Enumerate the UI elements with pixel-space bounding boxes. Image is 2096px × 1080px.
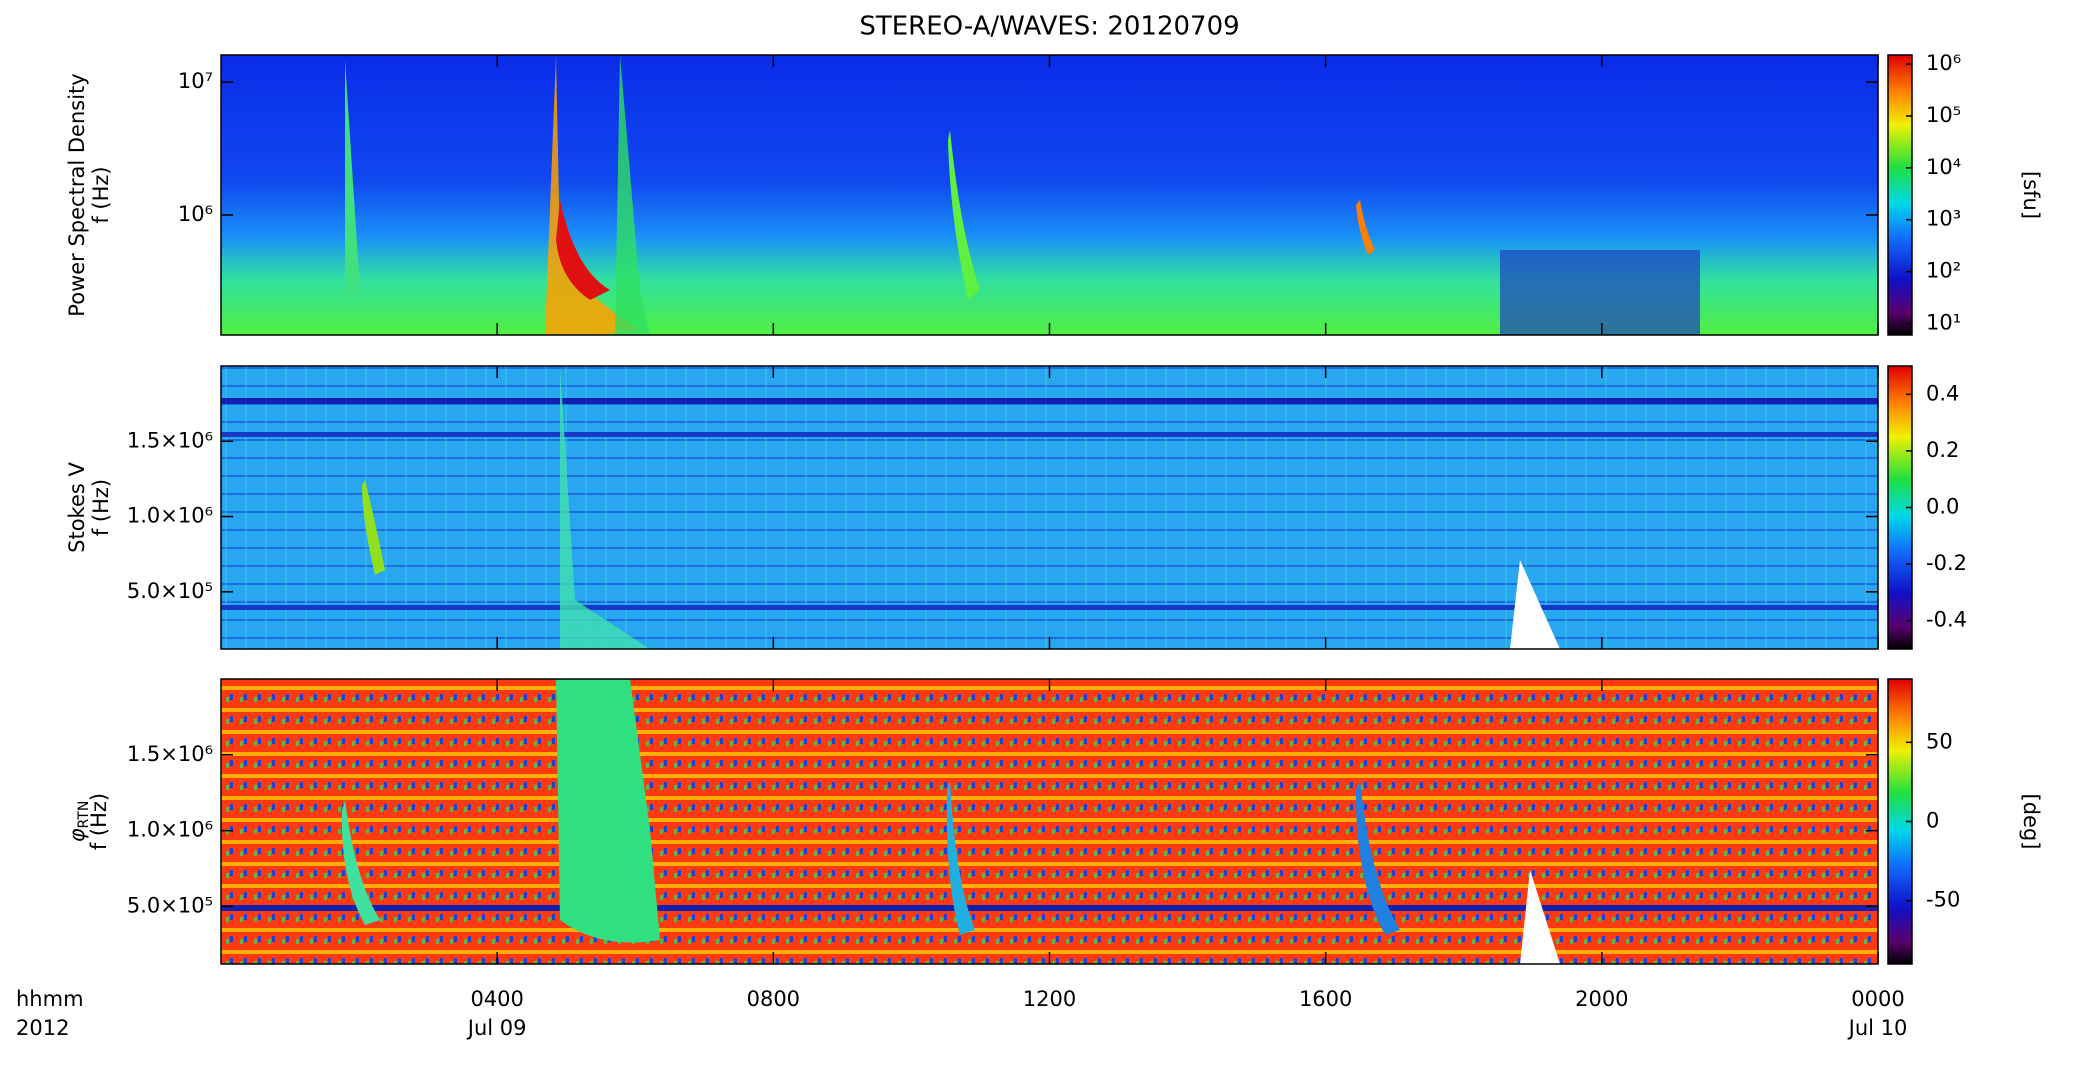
y-tick-label: 10⁷	[178, 69, 213, 93]
colorbar-tick-label: -0.4	[1926, 608, 1967, 632]
chart-title: STEREO-A/WAVES: 20120709	[859, 12, 1239, 42]
colorbar-tick-label: 10³	[1926, 207, 1961, 231]
colorbar-tick-label: 0.0	[1926, 495, 1959, 519]
x-axis-label: 2012	[16, 1016, 69, 1040]
panel-1-image	[221, 55, 1878, 335]
y-axis-label: Power Spectral Densityf (Hz)	[65, 73, 113, 316]
y-tick-label: 1.0×10⁶	[127, 818, 213, 842]
colorbar-tick-label: 50	[1926, 729, 1953, 753]
x-tick-label: 1600	[1299, 987, 1352, 1011]
colorbar-label: [sfu]	[2019, 171, 2043, 219]
panel-2-image	[221, 366, 1878, 649]
y-axis-label-line: Stokes V	[65, 462, 89, 553]
colorbar-tick-label: 0.2	[1926, 438, 1959, 462]
colorbar	[1887, 54, 1913, 336]
y-tick-label: 10⁶	[178, 202, 213, 226]
colorbar-tick-label: -0.2	[1926, 551, 1967, 575]
colorbar-tick-label: 10²	[1926, 259, 1961, 283]
y-axis-label-subscript: RTN	[76, 801, 92, 829]
colorbar-tick-label: -50	[1926, 888, 1960, 912]
colorbar-tick-label: 10⁶	[1926, 51, 1961, 75]
y-tick-label: 1.0×10⁶	[127, 504, 213, 528]
y-axis-label-unit: f (Hz)	[87, 793, 111, 850]
x-date-label: Jul 09	[466, 1016, 527, 1040]
colorbar-tick-label: 0	[1926, 809, 1939, 833]
y-axis-label-line: Power Spectral Density	[65, 73, 89, 316]
y-axis-label-line: f (Hz)	[89, 479, 113, 536]
colorbar-tick-label: 0.4	[1926, 381, 1959, 405]
y-tick-label: 1.5×10⁶	[127, 742, 213, 766]
y-axis-label-line: f (Hz)	[89, 166, 113, 223]
x-tick-label: 0000	[1851, 987, 1904, 1011]
y-tick-label: 5.0×10⁵	[127, 893, 213, 917]
colorbar-label: [deg]	[2019, 794, 2043, 850]
x-tick-label: 0400	[470, 987, 523, 1011]
colorbar-tick-label: 10⁵	[1926, 103, 1961, 127]
x-axis-label: hhmm	[16, 987, 84, 1011]
panel-3-image	[221, 679, 1878, 964]
colorbar-tick-label: 10¹	[1926, 310, 1961, 334]
x-tick-label: 2000	[1575, 987, 1628, 1011]
y-axis-label-symbol: φ	[65, 828, 89, 842]
y-axis-label: φRTNf (Hz)	[65, 793, 111, 850]
y-tick-label: 1.5×10⁶	[127, 428, 213, 452]
colorbar-tick-label: 10⁴	[1926, 155, 1961, 179]
x-tick-label: 0800	[747, 987, 800, 1011]
y-axis-label: Stokes Vf (Hz)	[65, 462, 113, 553]
x-tick-label: 1200	[1023, 987, 1076, 1011]
x-date-label: Jul 10	[1847, 1016, 1908, 1040]
y-tick-label: 5.0×10⁵	[127, 579, 213, 603]
